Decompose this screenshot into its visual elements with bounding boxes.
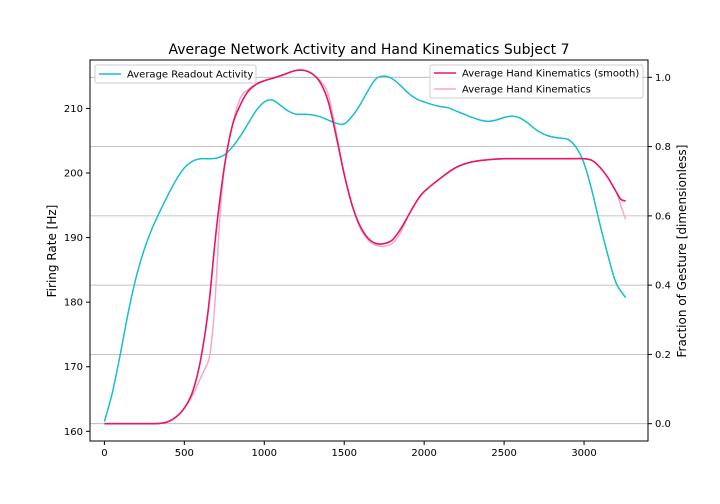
legend-entry-raw: Average Hand Kinematics xyxy=(462,85,591,96)
grid-lines xyxy=(90,76,648,425)
legend-right-box xyxy=(429,64,644,99)
left-y-tick-label-1: 170 xyxy=(64,362,83,373)
series-line-readout xyxy=(103,75,627,422)
right-y-axis: 0.0 0.2 0.4 0.6 0.8 1.0 xyxy=(648,73,671,430)
x-tick-label-1: 500 xyxy=(175,448,194,459)
right-y-tick-label-2: 0.4 xyxy=(655,281,671,292)
legend-left: Average Readout Activity xyxy=(94,64,257,84)
right-y-tick-label-0: 0.0 xyxy=(655,419,671,430)
left-y-tick-label-5: 210 xyxy=(64,104,83,115)
x-axis: 0 500 1000 1500 2000 2500 3000 xyxy=(101,441,597,459)
left-y-axis-label: Firing Rate [Hz] xyxy=(45,205,59,298)
chart-title: Average Network Activity and Hand Kinema… xyxy=(168,42,569,58)
right-y-tick-label-4: 0.8 xyxy=(655,142,671,153)
right-y-tick-label-5: 1.0 xyxy=(655,73,671,84)
legend-left-box xyxy=(94,64,257,84)
series-group xyxy=(103,69,627,425)
x-tick-label-2: 1000 xyxy=(252,448,277,459)
left-y-axis: 160 170 180 190 200 210 xyxy=(64,104,90,438)
x-tick-label-6: 3000 xyxy=(571,448,596,459)
x-tick-label-5: 2500 xyxy=(491,448,516,459)
right-y-axis-label: Fraction of Gesture [dimensionless] xyxy=(675,145,689,358)
series-line-smooth xyxy=(104,69,626,425)
left-y-tick-label-2: 180 xyxy=(64,298,83,309)
right-y-tick-label-3: 0.6 xyxy=(655,211,671,222)
plot-frame xyxy=(89,59,649,442)
series-line-raw xyxy=(104,69,627,425)
x-tick-label-3: 1500 xyxy=(331,448,356,459)
left-y-tick-label-4: 200 xyxy=(64,169,83,180)
x-tick-label-0: 0 xyxy=(101,448,107,459)
legend-entry-smooth: Average Hand Kinematics (smooth) xyxy=(462,69,639,80)
legend-entry-readout: Average Readout Activity xyxy=(127,70,253,81)
left-y-tick-label-3: 190 xyxy=(64,233,83,244)
left-y-tick-label-0: 160 xyxy=(64,427,83,438)
right-y-tick-label-1: 0.2 xyxy=(655,350,671,361)
x-tick-label-4: 2000 xyxy=(411,448,436,459)
legend-right: Average Hand Kinematics (smooth) Average… xyxy=(429,64,644,99)
